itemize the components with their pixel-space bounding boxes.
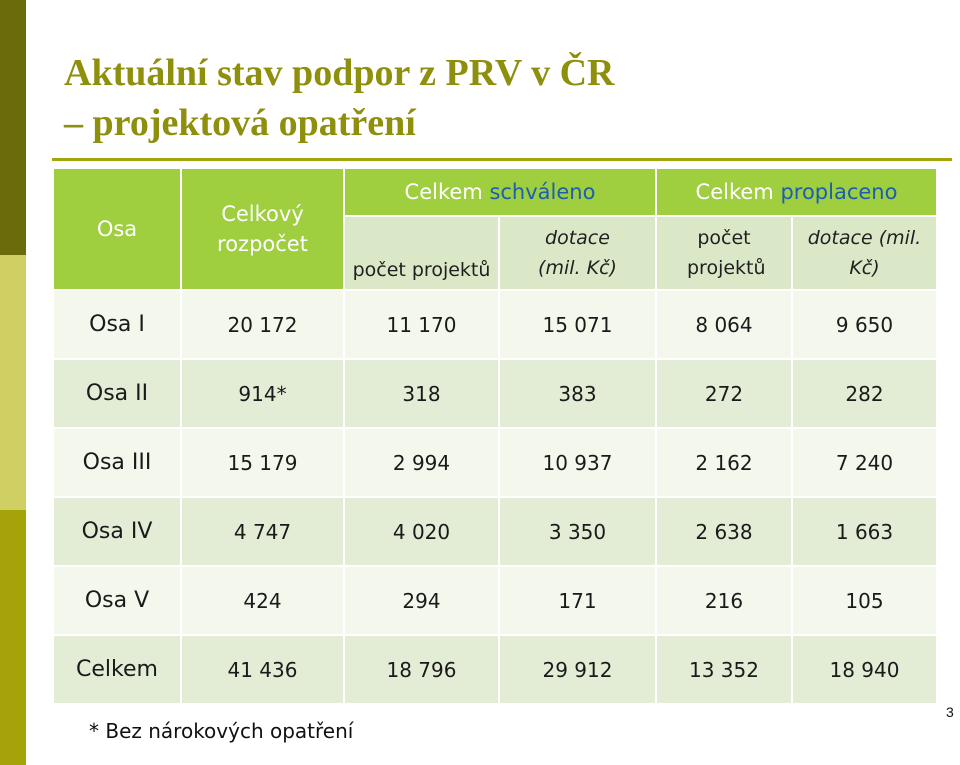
row-axis: Osa III (52, 427, 182, 498)
data-table: Osa Celkový rozpočet Celkem schváleno Ce… (52, 167, 938, 705)
row-paid-grant: 18 940 (791, 634, 938, 705)
side-bar-dark (0, 0, 26, 255)
subheader-paid-count: počet projektů (655, 215, 793, 291)
row-paid-count: 2 162 (655, 427, 793, 498)
row-paid-count: 8 064 (655, 289, 793, 360)
side-bar-light (0, 255, 26, 510)
row-budget: 914* (180, 358, 345, 429)
subheader-paid-grant: dotace (mil. Kč) (791, 215, 938, 291)
row-budget: 4 747 (180, 496, 345, 567)
table-row: Osa IV 4 747 4 020 3 350 2 638 1 663 (52, 496, 938, 567)
page-number: 3 (946, 704, 954, 720)
row-paid-count: 272 (655, 358, 793, 429)
header-budget: Celkový rozpočet (180, 167, 345, 291)
row-paid-grant: 1 663 (791, 496, 938, 567)
row-paid-grant: 105 (791, 565, 938, 636)
row-paid-count: 2 638 (655, 496, 793, 567)
row-paid-grant: 282 (791, 358, 938, 429)
row-axis: Celkem (52, 634, 182, 705)
row-budget: 424 (180, 565, 345, 636)
row-approved-grant: 171 (498, 565, 657, 636)
row-paid-count: 216 (655, 565, 793, 636)
header-axis: Osa (52, 167, 182, 291)
table-row: Osa III 15 179 2 994 10 937 2 162 7 240 (52, 427, 938, 498)
table-row-total: Celkem 41 436 18 796 29 912 13 352 18 94… (52, 634, 938, 705)
row-approved-count: 18 796 (343, 634, 500, 705)
row-budget: 15 179 (180, 427, 345, 498)
row-budget: 20 172 (180, 289, 345, 360)
side-bar-mid (0, 510, 26, 765)
title-rule (52, 158, 952, 161)
header-paid: Celkem proplaceno (655, 167, 938, 217)
subheader-approved-grant: dotace (mil. Kč) (498, 215, 657, 291)
row-approved-grant: 29 912 (498, 634, 657, 705)
row-paid-count: 13 352 (655, 634, 793, 705)
row-approved-grant: 10 937 (498, 427, 657, 498)
table-row: Osa I 20 172 11 170 15 071 8 064 9 650 (52, 289, 938, 360)
row-approved-count: 294 (343, 565, 500, 636)
row-approved-grant: 15 071 (498, 289, 657, 360)
header-approved: Celkem schváleno (343, 167, 657, 217)
footnote: * Bez nárokových opatření (89, 719, 354, 743)
title-line-1: Aktuální stav podpor z PRV v ČR (64, 52, 615, 94)
row-axis: Osa II (52, 358, 182, 429)
row-paid-grant: 9 650 (791, 289, 938, 360)
row-axis: Osa V (52, 565, 182, 636)
row-approved-count: 4 020 (343, 496, 500, 567)
row-approved-grant: 383 (498, 358, 657, 429)
row-budget: 41 436 (180, 634, 345, 705)
table-row: Osa V 424 294 171 216 105 (52, 565, 938, 636)
row-approved-grant: 3 350 (498, 496, 657, 567)
row-approved-count: 318 (343, 358, 500, 429)
page-title: Aktuální stav podpor z PRV v ČR – projek… (64, 48, 614, 148)
row-axis: Osa IV (52, 496, 182, 567)
row-approved-count: 2 994 (343, 427, 500, 498)
subheader-approved-count: počet projektů (343, 215, 500, 291)
title-line-2: – projektová opatření (64, 102, 416, 144)
row-approved-count: 11 170 (343, 289, 500, 360)
row-paid-grant: 7 240 (791, 427, 938, 498)
table-row: Osa II 914* 318 383 272 282 (52, 358, 938, 429)
row-axis: Osa I (52, 289, 182, 360)
